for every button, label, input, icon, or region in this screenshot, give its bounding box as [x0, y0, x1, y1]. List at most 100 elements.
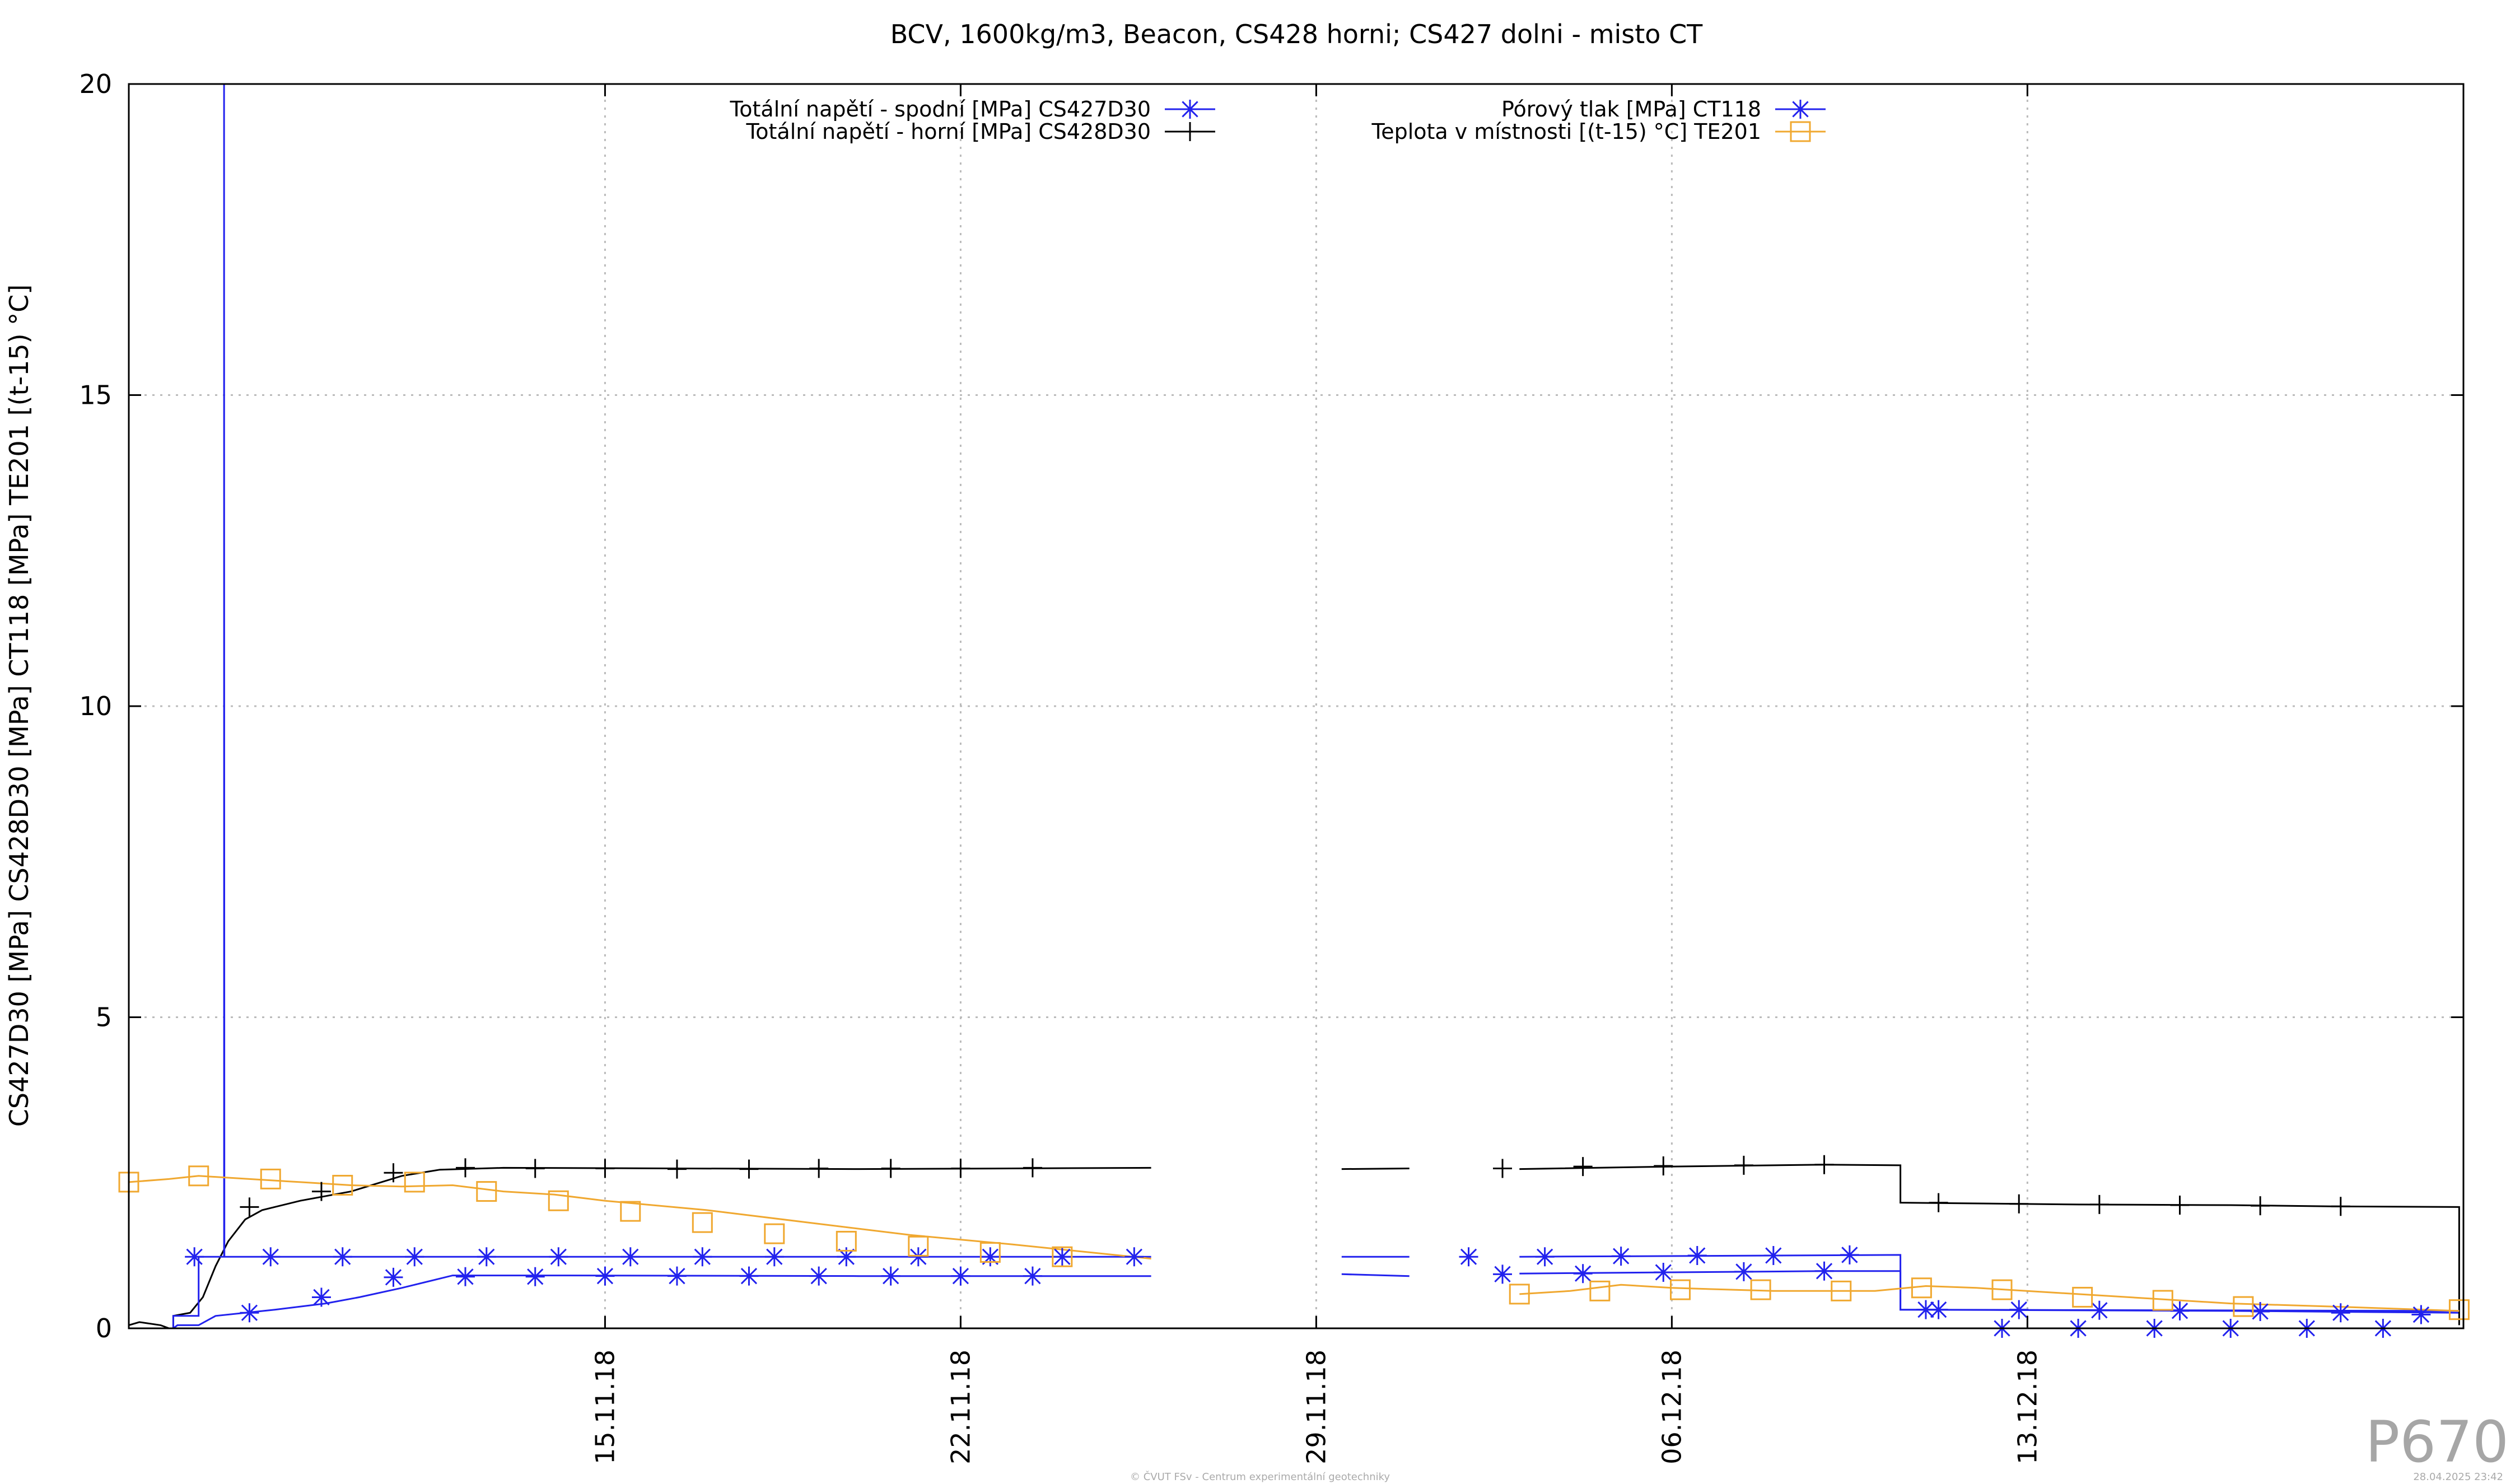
data-point [908, 1235, 929, 1257]
data-point [1052, 1246, 1073, 1267]
data-point [1814, 1155, 1834, 1174]
legend-label: Totální napětí - spodní [MPa] CS427D30 [730, 97, 1151, 122]
footer-timestamp: 28.04.2025 23:42 [2413, 1471, 2503, 1483]
data-point [240, 1303, 259, 1323]
grid [129, 84, 2463, 1328]
data-point [1573, 1264, 1593, 1284]
data-point [2411, 1305, 2431, 1324]
data-point [1911, 1277, 1932, 1299]
data-point [1493, 1159, 1513, 1178]
data-point [667, 1159, 687, 1179]
data-point [2170, 1196, 2190, 1215]
data-point [1814, 1261, 1834, 1281]
data-point [2251, 1196, 2270, 1216]
data-point [1916, 1300, 1935, 1319]
series-line [128, 1175, 1151, 1260]
data-point [739, 1159, 759, 1179]
data-point [908, 1247, 928, 1267]
data-point [525, 1267, 545, 1286]
data-point [2072, 1286, 2093, 1308]
data-point [836, 1230, 857, 1252]
series-line [1519, 1254, 2460, 1312]
data-point [384, 1267, 403, 1287]
data-point [1734, 1155, 1753, 1175]
data-point [1124, 1247, 1144, 1267]
data-point [1535, 1247, 1555, 1267]
data-point [405, 1247, 424, 1267]
series-line [1519, 1284, 2460, 1312]
legend-marker [1180, 122, 1200, 141]
data-point [261, 1247, 281, 1267]
data-point [2009, 1300, 2029, 1319]
data-point [1654, 1263, 1673, 1282]
y-tick-label: 0 [96, 1313, 112, 1343]
data-point [1573, 1157, 1593, 1177]
y-tick-label: 15 [79, 380, 112, 410]
x-tick-label: 06.12.18 [1656, 1350, 1687, 1464]
series-layer [128, 83, 2460, 1329]
data-point [1929, 1193, 1948, 1212]
legend-marker [1791, 100, 1810, 119]
data-point [764, 1247, 784, 1267]
data-point [384, 1163, 403, 1183]
data-point [311, 1182, 331, 1201]
series-line [128, 1166, 1151, 1329]
data-point [455, 1267, 475, 1286]
legend-label: Pórový tlak [MPa] CT118 [1501, 97, 1761, 122]
legend-marker [1180, 100, 1200, 119]
x-tick-label: 29.11.18 [1301, 1350, 1331, 1464]
data-point [979, 1242, 1001, 1263]
data-point [188, 1165, 209, 1187]
data-point [2089, 1194, 2109, 1214]
data-point [1611, 1247, 1631, 1266]
data-point [240, 1197, 259, 1217]
data-point [404, 1172, 425, 1193]
data-point [1670, 1279, 1691, 1300]
legend: Totální napětí - spodní [MPa] CS427D30To… [730, 97, 1826, 144]
data-point [693, 1247, 712, 1267]
x-tick-label: 22.11.18 [945, 1350, 976, 1464]
data-point [2448, 1299, 2470, 1320]
x-tick-label: 15.11.18 [590, 1350, 620, 1464]
data-point [809, 1266, 829, 1286]
data-point [333, 1247, 352, 1267]
data-point [2331, 1197, 2350, 1216]
data-point [881, 1266, 900, 1286]
data-point [1023, 1158, 1042, 1178]
data-point [1509, 1284, 1530, 1305]
data-point [692, 1212, 713, 1233]
data-point [476, 1181, 497, 1202]
data-point [951, 1159, 970, 1178]
data-point [881, 1159, 900, 1178]
data-point [1589, 1280, 1611, 1301]
axes: 0 5 10 15 20 15.11.18 22.11.18 29.11.18 06.12.18… [79, 69, 2463, 1464]
data-point [2233, 1296, 2254, 1317]
legend-label: Teplota v místnosti [(t-15) °C] TE201 [1371, 119, 1761, 144]
data-point [1493, 1264, 1513, 1284]
data-point [620, 1247, 640, 1267]
data-point [1750, 1279, 1771, 1300]
data-point [837, 1247, 856, 1267]
legend-label: Totální napětí - horní [MPa] CS428D30 [746, 119, 1151, 144]
data-point [809, 1159, 829, 1178]
y-axis-label: CS427D30 [MPa] CS428D30 [MPa] CT118 [MPa… [4, 284, 34, 1127]
data-point [2331, 1303, 2350, 1323]
data-point [1654, 1156, 1673, 1176]
data-point [1831, 1280, 1852, 1301]
data-point [525, 1159, 545, 1178]
data-point [549, 1247, 568, 1267]
data-point [455, 1158, 475, 1178]
footer-credit: © ČVUT FSv - Centrum experimentální geot… [1130, 1471, 1390, 1483]
data-point [739, 1266, 759, 1286]
data-point [620, 1201, 641, 1222]
data-point [332, 1174, 353, 1196]
legend-marker [1790, 121, 1811, 142]
data-point [1687, 1246, 1707, 1266]
data-point [1459, 1247, 1478, 1267]
data-point [260, 1168, 281, 1189]
data-point [1052, 1247, 1072, 1267]
data-point [951, 1266, 970, 1286]
series-line [172, 83, 1151, 1328]
page-label: P670 [2365, 1409, 2509, 1476]
